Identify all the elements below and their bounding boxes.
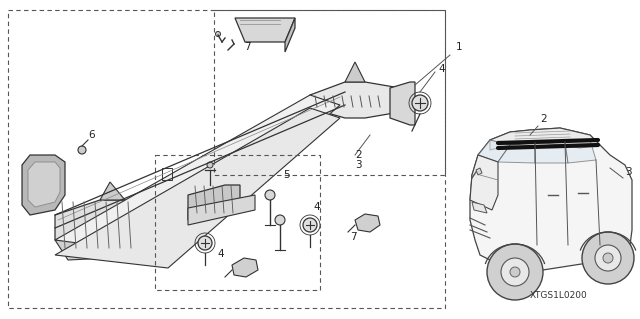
- Circle shape: [412, 95, 428, 111]
- Text: 7: 7: [244, 42, 251, 52]
- Polygon shape: [498, 143, 535, 163]
- Polygon shape: [472, 202, 487, 213]
- Polygon shape: [476, 168, 482, 175]
- Polygon shape: [100, 182, 125, 200]
- Circle shape: [78, 146, 86, 154]
- Circle shape: [265, 190, 275, 200]
- Circle shape: [207, 162, 213, 168]
- Circle shape: [510, 267, 520, 277]
- Circle shape: [487, 244, 543, 300]
- Polygon shape: [535, 142, 568, 163]
- Circle shape: [595, 245, 621, 271]
- Polygon shape: [565, 140, 596, 163]
- Polygon shape: [55, 108, 340, 268]
- Text: 4: 4: [313, 202, 319, 212]
- Polygon shape: [470, 155, 498, 210]
- Polygon shape: [55, 240, 168, 260]
- Polygon shape: [188, 185, 240, 220]
- Polygon shape: [232, 258, 258, 277]
- Bar: [162, 168, 172, 180]
- Polygon shape: [310, 82, 400, 118]
- Circle shape: [603, 253, 613, 263]
- Text: XTGS1L0200: XTGS1L0200: [530, 291, 588, 300]
- Text: 7: 7: [350, 232, 356, 242]
- Text: 4: 4: [217, 249, 223, 259]
- Text: 2: 2: [355, 150, 362, 160]
- Polygon shape: [188, 195, 255, 225]
- Polygon shape: [390, 82, 415, 125]
- Text: 5: 5: [283, 170, 290, 180]
- Polygon shape: [28, 162, 60, 207]
- Polygon shape: [55, 95, 340, 255]
- Polygon shape: [235, 18, 295, 42]
- Polygon shape: [470, 128, 632, 272]
- Polygon shape: [55, 200, 155, 250]
- Circle shape: [216, 32, 221, 36]
- Circle shape: [501, 258, 529, 286]
- Circle shape: [303, 218, 317, 232]
- Polygon shape: [478, 140, 510, 162]
- Text: 3: 3: [355, 160, 362, 170]
- Polygon shape: [345, 62, 365, 82]
- Polygon shape: [285, 18, 295, 52]
- Text: 2: 2: [540, 114, 547, 124]
- Text: 1: 1: [456, 42, 463, 52]
- Circle shape: [582, 232, 634, 284]
- Text: 6: 6: [88, 130, 95, 140]
- Polygon shape: [355, 214, 380, 232]
- Text: 3: 3: [625, 167, 632, 177]
- Text: 4: 4: [438, 64, 445, 74]
- Circle shape: [198, 236, 212, 250]
- Circle shape: [275, 215, 285, 225]
- Polygon shape: [22, 155, 65, 215]
- Polygon shape: [490, 128, 600, 150]
